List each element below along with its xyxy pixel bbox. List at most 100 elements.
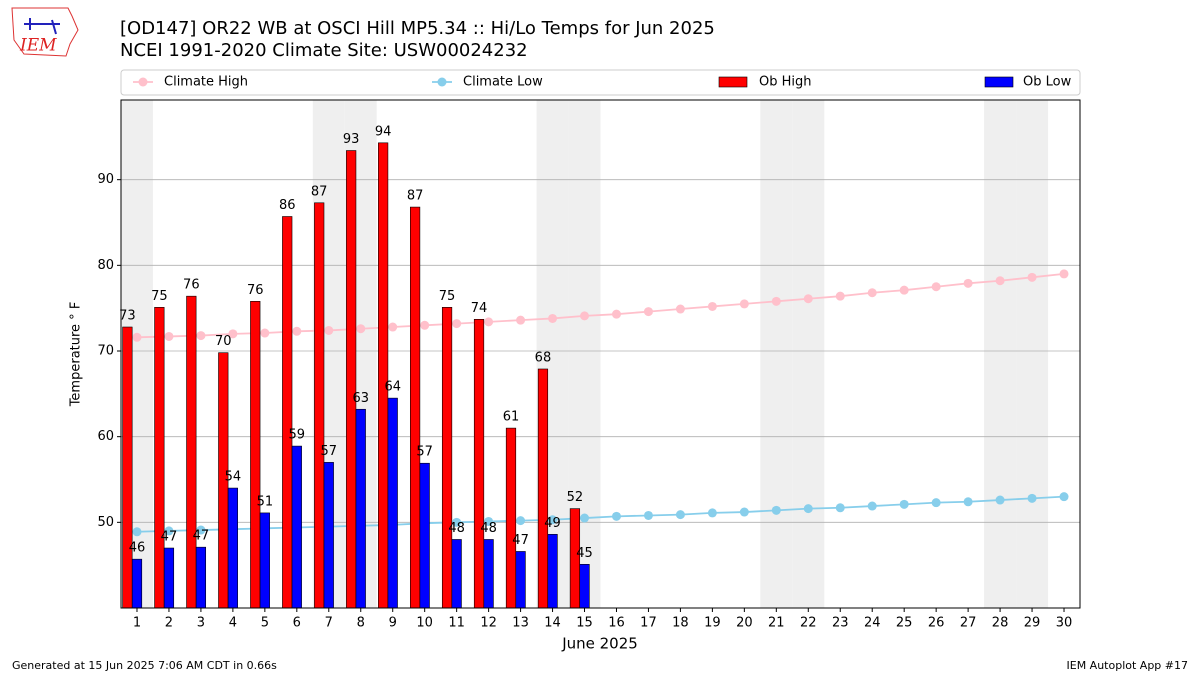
- logo-icon: [24, 18, 60, 35]
- bar: [409, 206, 421, 609]
- data-label: 75: [439, 289, 456, 304]
- data-label: 61: [503, 410, 520, 425]
- data-label: 86: [279, 198, 296, 213]
- point: [228, 329, 238, 339]
- x-tick-label: 22: [800, 616, 817, 631]
- x-tick-label: 23: [832, 616, 849, 631]
- bar: [355, 408, 366, 609]
- point: [164, 526, 174, 536]
- bar: [154, 307, 165, 609]
- y-axis-label: Temperature ° F: [69, 302, 84, 408]
- point: [803, 504, 813, 514]
- point: [995, 495, 1005, 505]
- point: [803, 294, 813, 304]
- point: [452, 517, 462, 527]
- point: [963, 497, 973, 507]
- x-tick-label: 13: [512, 616, 529, 631]
- point: [931, 498, 941, 508]
- weekend-shade: [1016, 100, 1049, 608]
- weekend-shade: [760, 100, 793, 608]
- point: [292, 326, 302, 336]
- x-tick-label: 17: [640, 616, 657, 631]
- x-tick-label: 14: [544, 616, 561, 631]
- bar: [282, 216, 293, 609]
- y-tick-label: 90: [97, 172, 114, 187]
- data-label: 76: [247, 283, 264, 298]
- point: [196, 331, 206, 341]
- legend-label: Ob Low: [1023, 75, 1072, 90]
- x-tick-label: 27: [960, 616, 977, 631]
- bar: [291, 445, 302, 609]
- data-label: 57: [416, 445, 433, 460]
- x-tick-label: 25: [896, 616, 913, 631]
- data-label: 51: [257, 494, 274, 509]
- bar: [537, 368, 549, 609]
- chart-subtitle: NCEI 1991-2020 Climate Site: USW00024232: [120, 40, 528, 61]
- point: [643, 307, 653, 317]
- bar: [515, 551, 526, 609]
- legend-label: Ob High: [759, 75, 812, 90]
- bar: [378, 142, 389, 609]
- data-label: 47: [161, 530, 178, 545]
- bar: [259, 512, 270, 609]
- data-label: 87: [311, 184, 328, 199]
- point: [548, 515, 558, 525]
- x-tick-label: 12: [480, 616, 497, 631]
- point: [516, 315, 526, 325]
- point: [771, 296, 781, 306]
- point: [1027, 272, 1037, 282]
- point: [388, 322, 398, 332]
- point: [739, 299, 749, 309]
- bar: [314, 202, 325, 609]
- data-label: 93: [343, 132, 360, 147]
- point: [580, 513, 590, 523]
- data-label: 94: [375, 124, 392, 139]
- data-label: 63: [352, 391, 369, 406]
- x-tick-label: 18: [672, 616, 689, 631]
- point: [867, 288, 877, 298]
- bar: [451, 539, 462, 609]
- y-tick-label: 70: [97, 344, 114, 359]
- data-label: 48: [448, 521, 465, 536]
- x-tick-label: 5: [261, 616, 269, 631]
- x-tick-label: 2: [165, 616, 173, 631]
- point: [580, 311, 590, 321]
- bar: [250, 301, 261, 609]
- point: [739, 507, 749, 517]
- x-tick-label: 26: [928, 616, 945, 631]
- point: [420, 320, 430, 330]
- data-label: 74: [471, 301, 488, 316]
- data-label: 47: [193, 529, 210, 544]
- bar: [323, 462, 334, 609]
- point: [132, 332, 142, 342]
- data-label: 64: [384, 380, 401, 395]
- footer-left: Generated at 15 Jun 2025 7:06 AM CDT in …: [12, 659, 277, 672]
- point: [995, 276, 1005, 286]
- point: [707, 508, 717, 518]
- legend-box: [120, 69, 1081, 96]
- footer-right: IEM Autoplot App #17: [1067, 659, 1189, 672]
- data-label: 45: [576, 546, 593, 561]
- legend-label: Climate High: [164, 75, 248, 90]
- plot-frame: [120, 99, 1081, 609]
- point: [707, 301, 717, 311]
- data-label: 48: [480, 521, 497, 536]
- legend-swatch: [984, 76, 1014, 88]
- bar: [131, 558, 143, 609]
- y-tick-label: 60: [97, 429, 114, 444]
- point: [611, 511, 621, 521]
- bar: [163, 547, 175, 609]
- data-label: 76: [183, 278, 200, 293]
- bar: [505, 427, 517, 609]
- x-tick-label: 3: [197, 616, 205, 631]
- x-tick-label: 4: [229, 616, 237, 631]
- x-tick-label: 29: [1024, 616, 1041, 631]
- x-tick-label: 21: [768, 616, 785, 631]
- point: [899, 499, 909, 509]
- x-tick-label: 24: [864, 616, 881, 631]
- x-tick-label: 30: [1056, 616, 1073, 631]
- x-tick-label: 11: [448, 616, 465, 631]
- data-label: 70: [215, 334, 232, 349]
- x-tick-label: 8: [357, 616, 365, 631]
